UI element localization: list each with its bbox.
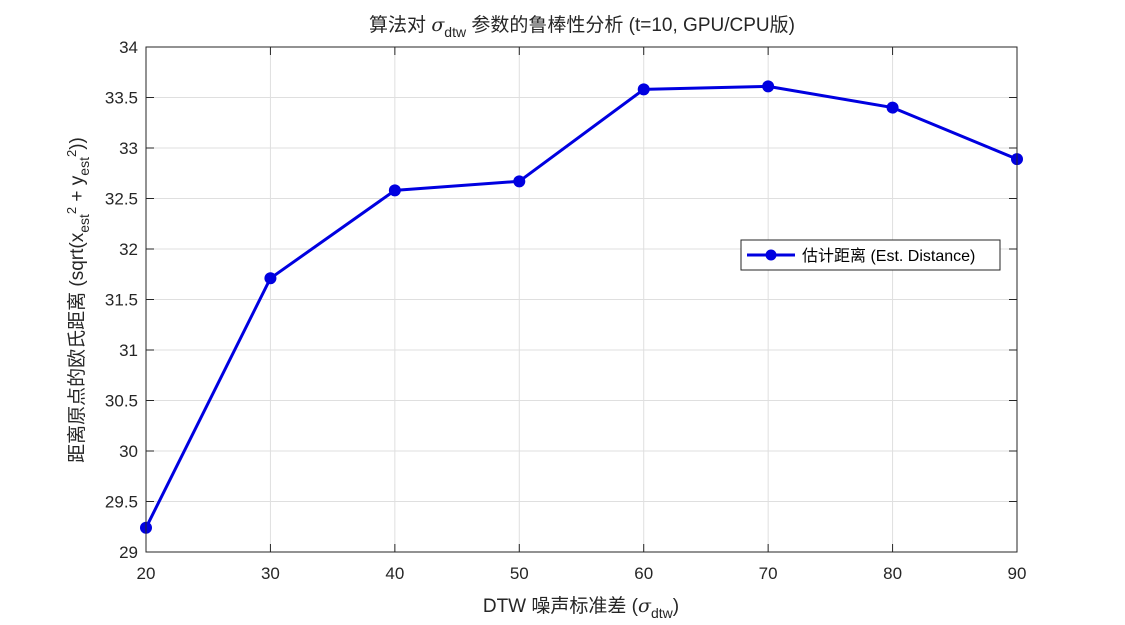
data-point [264,272,277,285]
y-tick-label: 29 [119,543,138,562]
y-tick-label: 32 [119,240,138,259]
y-tick-label: 29.5 [105,493,138,512]
x-tick-label: 30 [261,564,280,583]
x-tick-label: 60 [634,564,653,583]
legend: 估计距离 (Est. Distance) [740,239,1001,271]
x-tick-label: 40 [385,564,404,583]
x-tick-label: 20 [137,564,156,583]
y-tick-label: 30 [119,442,138,461]
legend-box [740,239,1001,271]
data-point [886,101,899,114]
y-axis-label: 距离原点的欧氏距离 (sqrt(xest2 + yest2)) [64,137,92,463]
x-axis-label: DTW 噪声标准差 (σdtw) [483,595,679,621]
y-tick-label: 34 [119,38,138,57]
y-tick-label: 30.5 [105,392,138,411]
chart-title: 算法对 σdtw 参数的鲁棒性分析 (t=10, GPU/CPU版) [369,14,795,40]
y-tick-label: 31.5 [105,291,138,310]
y-tick-label: 31 [119,341,138,360]
series-layer [140,80,1023,534]
y-tick-label: 33.5 [105,89,138,108]
tick-layer: 20 30 40 50 60 70 80 90 29 29.5 30 30.5 31 31.5 32 32.5… [105,38,1027,583]
y-tick-label: 32.5 [105,190,138,209]
data-point [762,80,775,93]
data-point [513,175,526,188]
x-tick-label: 50 [510,564,529,583]
legend-marker [765,249,777,261]
y-tick-label: 33 [119,139,138,158]
x-tick-label: 80 [883,564,902,583]
data-point [637,83,650,96]
series-line [144,84,1018,529]
x-tick-label: 90 [1008,564,1027,583]
legend-label: 估计距离 (Est. Distance) [802,247,975,265]
x-tick-label: 70 [759,564,778,583]
data-point [388,184,401,197]
